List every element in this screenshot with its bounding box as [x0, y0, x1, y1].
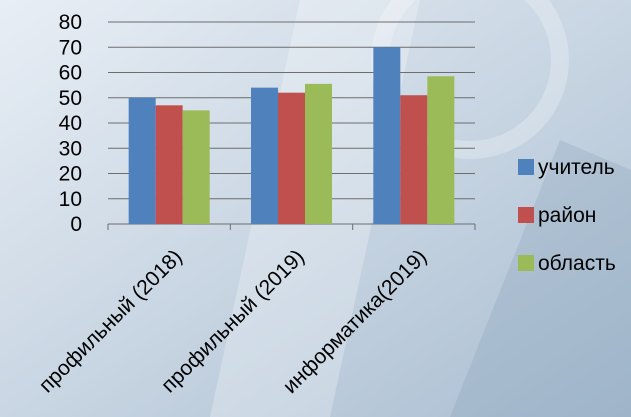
- y-tick-label: 30: [59, 137, 82, 160]
- bars-layer: [128, 47, 455, 225]
- bar-область: [427, 76, 455, 224]
- legend-swatch: [518, 207, 534, 223]
- y-tick-label: 0: [70, 213, 82, 236]
- bar-область: [182, 110, 210, 224]
- y-tick-label: 50: [59, 87, 82, 110]
- bar-район: [400, 95, 428, 224]
- background-shape: [450, 140, 631, 417]
- y-tick-label: 70: [59, 36, 82, 59]
- legend-swatch: [518, 159, 534, 175]
- bar-учитель: [373, 47, 401, 224]
- legend-swatch: [518, 255, 534, 271]
- bar-область: [305, 83, 332, 224]
- y-tick-label: 60: [59, 62, 82, 85]
- bar-учитель: [128, 97, 156, 224]
- y-tick-label: 40: [59, 112, 82, 135]
- bar-район: [155, 105, 183, 224]
- y-tick-label: 20: [59, 163, 82, 186]
- y-tick-label: 10: [59, 188, 82, 211]
- legend-label: учитель: [538, 156, 615, 179]
- legend-label: область: [538, 252, 616, 275]
- bar-учитель: [251, 87, 278, 225]
- legend: учитель район область: [518, 156, 616, 275]
- y-tick-label: 80: [59, 11, 82, 34]
- bar-район: [278, 92, 305, 224]
- legend-label: район: [538, 204, 596, 227]
